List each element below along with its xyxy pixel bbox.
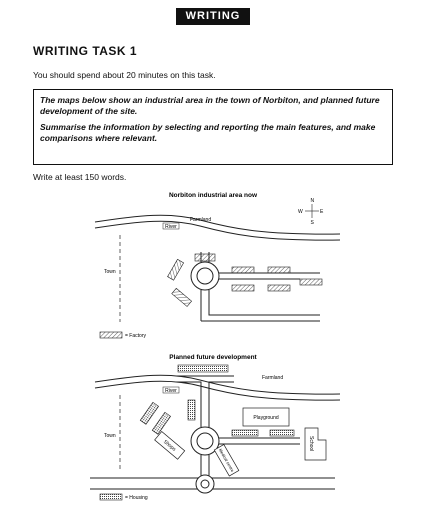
roads — [190, 252, 320, 322]
map-title: Norbiton industrial area now — [169, 192, 258, 199]
prompt-box: The maps below show an industrial area i… — [33, 89, 393, 165]
label: Town — [104, 269, 116, 275]
river-tag — [162, 386, 180, 394]
compass-label: N — [311, 198, 315, 204]
label: Town — [104, 433, 116, 439]
legend-label: = Housing — [125, 495, 148, 501]
instruction: Write at least 150 words. — [33, 172, 127, 182]
housing — [177, 364, 229, 373]
legend-swatch — [99, 331, 123, 339]
map-title: Planned future development — [169, 354, 257, 361]
river-tag — [162, 222, 180, 230]
label: Farmland — [262, 375, 283, 381]
prompt-text: The maps below show an industrial area i… — [40, 95, 380, 116]
label: Playground — [253, 415, 279, 421]
factories — [167, 253, 323, 307]
label: School — [308, 436, 314, 451]
school — [304, 427, 327, 461]
river-bank — [94, 380, 341, 401]
medical-centre — [213, 444, 240, 477]
section-label: WRITING — [176, 8, 250, 25]
prompt-text: Summarise the information by selecting a… — [40, 122, 376, 143]
shops — [154, 431, 186, 460]
river — [94, 374, 341, 395]
river-bank — [94, 220, 341, 241]
label: River — [165, 388, 177, 394]
housing-blocks — [139, 399, 295, 437]
label: Farmland — [190, 217, 211, 223]
compass-label: W — [298, 209, 303, 215]
compass-label: E — [320, 209, 324, 215]
roads — [90, 375, 335, 494]
label: River — [165, 224, 177, 230]
playground — [242, 407, 290, 427]
legend-swatch — [99, 493, 123, 501]
legend-label: = Factory — [125, 333, 146, 339]
river — [94, 214, 341, 235]
compass — [305, 204, 319, 218]
time-note: You should spend about 20 minutes on thi… — [33, 70, 216, 80]
task-title: WRITING TASK 1 — [33, 44, 138, 58]
compass-label: S — [311, 220, 315, 226]
